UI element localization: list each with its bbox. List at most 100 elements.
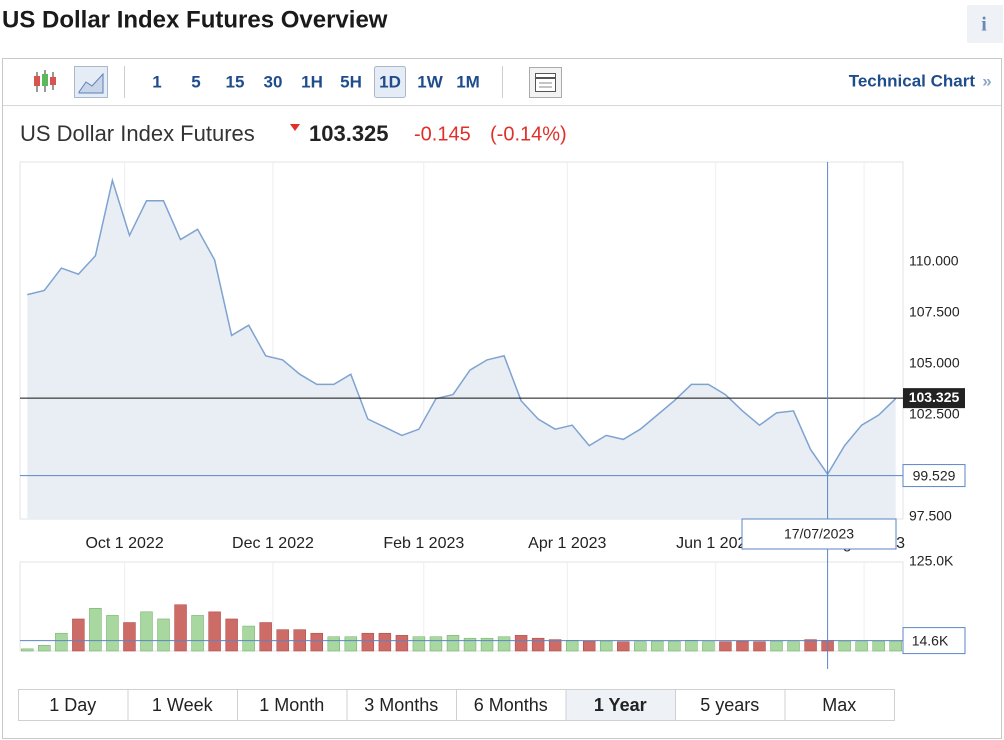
volume-bar bbox=[310, 632, 323, 652]
volume-bar bbox=[634, 641, 647, 652]
y-tick-label: 107.500 bbox=[909, 304, 960, 320]
volume-bar bbox=[21, 648, 34, 652]
range-button[interactable] bbox=[18, 689, 129, 721]
y-tick-label: 105.000 bbox=[909, 355, 960, 371]
volume-bar bbox=[480, 637, 494, 652]
crosshair-price-box bbox=[902, 464, 966, 488]
interval-button[interactable]: 1W bbox=[417, 72, 443, 91]
price-line bbox=[27, 177, 897, 476]
volume-bar bbox=[736, 640, 749, 652]
crosshair-date-label: 17/07/2023 bbox=[784, 526, 854, 542]
interval-button[interactable]: 15 bbox=[226, 72, 245, 91]
volume-bar bbox=[395, 635, 409, 652]
volume-bar bbox=[872, 640, 885, 652]
volume-bar bbox=[208, 611, 221, 652]
range-button[interactable] bbox=[565, 689, 676, 721]
settings-icon[interactable] bbox=[529, 67, 562, 98]
volume-bar bbox=[225, 618, 238, 652]
volume-bar bbox=[514, 635, 528, 652]
crosshair-date-box bbox=[741, 518, 897, 550]
range-label[interactable]: 1 Day bbox=[49, 695, 96, 715]
volume-bar bbox=[651, 640, 664, 652]
quote-change: -0.145 bbox=[414, 123, 471, 145]
volume-bar bbox=[787, 641, 800, 652]
range-button[interactable] bbox=[237, 689, 348, 721]
range-bar: 1 Day 1 Week 1 Month 3 Months 6 Months 1 Year… bbox=[18, 689, 895, 721]
volume-bar bbox=[378, 632, 392, 652]
interval-button[interactable]: 5H bbox=[340, 72, 362, 91]
volume-bar bbox=[668, 640, 681, 652]
interval-button[interactable]: 1H bbox=[301, 72, 323, 91]
x-tick-label: Oct 1 2022 bbox=[85, 535, 163, 552]
page-title: US Dollar Index Futures Overview bbox=[2, 6, 388, 33]
range-button[interactable] bbox=[784, 689, 895, 721]
y-tick-label: 110.000 bbox=[909, 253, 959, 269]
volume-bar bbox=[582, 640, 596, 652]
volume-bar bbox=[685, 640, 698, 652]
volume-bar bbox=[548, 639, 562, 652]
interval-button[interactable]: 1D bbox=[379, 72, 401, 91]
range-label[interactable]: Max bbox=[822, 695, 856, 715]
interval-selected[interactable] bbox=[374, 66, 406, 98]
candles-icon[interactable] bbox=[34, 70, 56, 92]
volume-bar bbox=[55, 632, 68, 652]
x-tick-label: Dec 1 2022 bbox=[232, 535, 314, 552]
x-tick-label: Feb 1 2023 bbox=[383, 535, 464, 552]
quote-change-pct: (-0.14%) bbox=[490, 123, 567, 145]
range-button[interactable] bbox=[456, 689, 567, 721]
volume-bar bbox=[242, 625, 255, 652]
volume-tick-label: 125.0K bbox=[909, 553, 954, 569]
info-icon[interactable]: i bbox=[981, 14, 987, 36]
volume-bar bbox=[600, 640, 613, 652]
volume-bar bbox=[38, 645, 51, 652]
volume-bar bbox=[855, 641, 868, 652]
price-area bbox=[27, 180, 896, 519]
area-icon[interactable] bbox=[78, 72, 104, 94]
range-label[interactable]: 6 Months bbox=[474, 695, 548, 715]
range-label[interactable]: 3 Months bbox=[364, 695, 438, 715]
range-button[interactable] bbox=[675, 689, 786, 721]
volume-bar bbox=[617, 641, 630, 652]
range-label[interactable]: 1 Week bbox=[152, 695, 214, 715]
interval-button[interactable]: 1M bbox=[456, 72, 480, 91]
volume-bar bbox=[497, 636, 511, 652]
volume-bar bbox=[361, 632, 375, 652]
volume-bar bbox=[259, 622, 272, 652]
range-label[interactable]: 5 years bbox=[700, 695, 759, 715]
volume-bar bbox=[123, 622, 136, 652]
interval-button[interactable]: 5 bbox=[191, 72, 200, 91]
volume-bar bbox=[72, 618, 85, 652]
interval-bar: 1 5 15 30 1H 5H 1D 1W 1M bbox=[152, 66, 480, 98]
volume-bar bbox=[753, 641, 766, 652]
interval-button[interactable]: 1 bbox=[152, 72, 161, 91]
info-button[interactable] bbox=[967, 5, 1003, 43]
volume-bar bbox=[446, 635, 460, 652]
range-label[interactable]: 1 Year bbox=[594, 695, 647, 715]
volume-bar bbox=[429, 636, 443, 652]
x-tick-label: Apr 1 2023 bbox=[528, 535, 606, 552]
link-arrow[interactable]: » bbox=[982, 71, 991, 90]
last-price-box bbox=[903, 388, 965, 409]
volume-bar bbox=[719, 641, 732, 652]
volume-bar bbox=[565, 640, 579, 652]
volume-bar bbox=[327, 636, 341, 652]
x-tick-label: Jun 1 2023 bbox=[676, 535, 755, 552]
y-tick-label: 102.500 bbox=[909, 406, 960, 422]
technical-chart-link[interactable]: Technical Chart bbox=[849, 71, 976, 90]
crosshair-volume-box bbox=[902, 627, 966, 655]
interval-button[interactable]: 30 bbox=[264, 72, 283, 91]
volume-bar bbox=[702, 641, 715, 652]
quote-name: US Dollar Index Futures bbox=[20, 121, 255, 146]
volume-bar bbox=[157, 618, 170, 652]
volume-bar bbox=[191, 615, 204, 652]
price-chart: Oct 1 2022 Dec 1 2022 Feb 1 2023 Apr 1 2023… bbox=[19, 161, 966, 669]
crosshair-price-label: 99.529 bbox=[913, 467, 956, 483]
volume-bar bbox=[344, 636, 358, 652]
volume-bar bbox=[140, 611, 153, 652]
range-label[interactable]: 1 Month bbox=[259, 695, 324, 715]
quote-price: 103.325 bbox=[309, 121, 389, 146]
volume-bar bbox=[770, 640, 783, 652]
volume-bar bbox=[106, 615, 119, 652]
range-button[interactable] bbox=[346, 689, 457, 721]
